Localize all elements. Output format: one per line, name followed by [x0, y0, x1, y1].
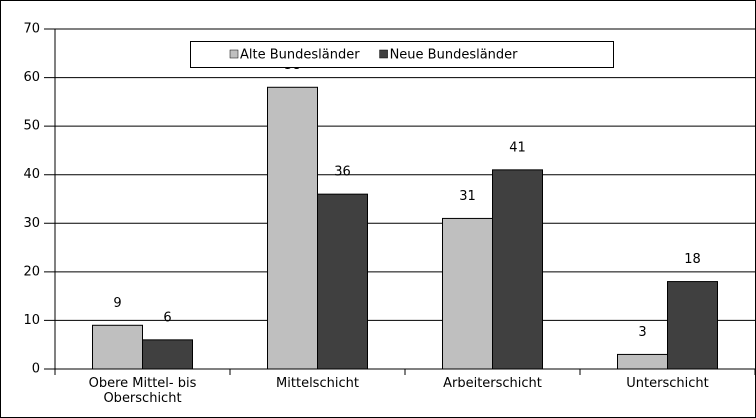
value-label: 3 [638, 325, 646, 340]
value-label: 36 [334, 165, 351, 180]
value-label: 6 [163, 310, 171, 325]
x-tick-label: Mittelschicht [276, 376, 359, 391]
bar [317, 193, 368, 370]
legend-box [190, 41, 614, 68]
bar [667, 281, 718, 370]
y-tick-label: 30 [23, 216, 40, 231]
value-label: 9 [113, 296, 121, 311]
legend-label: Neue Bundesländer [390, 48, 519, 63]
y-tick-label: 50 [23, 119, 40, 134]
y-tick-label: 20 [23, 264, 40, 279]
bar [492, 169, 543, 370]
legend-swatch [229, 49, 239, 59]
x-tick-label: Obere Mittel- bis Oberschicht [88, 376, 197, 406]
x-tick-label: Arbeiterschicht [443, 376, 542, 391]
bar [92, 324, 143, 370]
value-label: 31 [459, 189, 476, 204]
y-tick-label: 10 [23, 313, 40, 328]
legend-swatch [379, 49, 388, 59]
bar [442, 217, 493, 370]
y-tick-label: 70 [23, 22, 40, 37]
y-tick-label: 0 [32, 362, 40, 377]
bar [617, 353, 668, 370]
y-tick-label: 40 [23, 167, 40, 182]
bar [142, 339, 193, 370]
value-label: 18 [684, 252, 701, 267]
y-tick-label: 60 [23, 70, 40, 85]
x-tick-label: Unterschicht [626, 376, 709, 391]
value-label: 41 [509, 140, 526, 155]
bar [267, 86, 318, 370]
legend-label: Alte Bundesländer [240, 48, 360, 63]
